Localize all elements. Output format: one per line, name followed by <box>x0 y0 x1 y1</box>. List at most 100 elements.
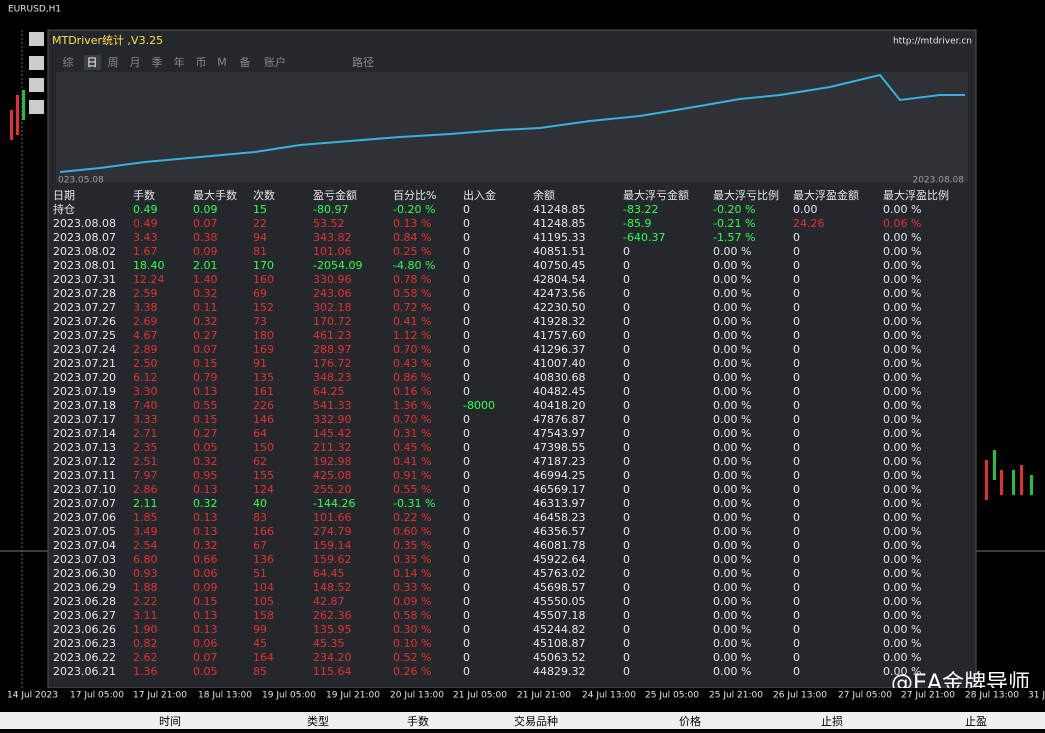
cell: 0 <box>623 427 630 440</box>
cell: 124 <box>253 483 274 496</box>
cell: 0 <box>463 553 470 566</box>
cell: 0.52 % <box>393 651 431 664</box>
column-header: 百分比% <box>393 189 436 202</box>
equity-line <box>59 73 965 173</box>
cell: 41296.37 <box>533 343 586 356</box>
cell: 0 <box>793 511 800 524</box>
tab[interactable]: 备 <box>240 55 251 69</box>
button[interactable] <box>29 78 44 92</box>
cell: 425.08 <box>313 469 352 482</box>
cell: 0 <box>463 301 470 314</box>
cell: 330.96 <box>313 273 352 286</box>
cell: 152 <box>253 301 274 314</box>
button[interactable] <box>29 32 44 46</box>
tab[interactable]: M <box>217 56 227 69</box>
order-column-header: 价格 <box>679 714 701 728</box>
cell: 0 <box>463 483 470 496</box>
cell: 145.42 <box>313 427 352 440</box>
cell: 0 <box>463 539 470 552</box>
tab[interactable]: 综 <box>63 55 74 69</box>
tab[interactable]: 季 <box>152 56 163 69</box>
tab[interactable]: 周 <box>108 56 119 69</box>
cell: 0.00 % <box>713 315 751 328</box>
tab[interactable]: 路径 <box>352 56 374 69</box>
cell: 3.30 <box>133 385 158 398</box>
panel-url[interactable]: http://mtdriver.cn <box>893 37 972 47</box>
cell: -144.26 <box>313 497 355 510</box>
cell: 0 <box>463 525 470 538</box>
cell: 0 <box>463 441 470 454</box>
cell: 0.72 % <box>393 301 431 314</box>
tab[interactable]: 币 <box>196 56 207 69</box>
cell: 0.00 % <box>713 637 751 650</box>
cell: 0 <box>463 581 470 594</box>
cell: 0 <box>623 623 630 636</box>
cell: 45.35 <box>313 637 345 650</box>
cell: 0.09 <box>193 581 218 594</box>
time-label: 26 Jul 13:00 <box>773 691 827 701</box>
cell: 2.35 <box>133 441 158 454</box>
row-date: 2023.06.23 <box>53 637 116 650</box>
cell: 40418.20 <box>533 399 586 412</box>
cell: 0.11 <box>193 301 218 314</box>
cell: -0.21 % <box>713 217 755 230</box>
cell: 47398.55 <box>533 441 586 454</box>
time-label: 27 Jul 21:00 <box>901 691 955 701</box>
cell: 0 <box>793 399 800 412</box>
cell: 0 <box>463 231 470 244</box>
cell: 0 <box>623 357 630 370</box>
cell: 0 <box>793 651 800 664</box>
cell: 0.26 % <box>393 665 431 678</box>
cell: 3.43 <box>133 231 158 244</box>
button[interactable] <box>29 100 44 114</box>
cell: 243.06 <box>313 287 352 300</box>
column-header: 最大浮亏比例 <box>713 188 779 202</box>
cell: 2.01 <box>193 259 218 272</box>
cell: 41007.40 <box>533 357 586 370</box>
cell: 46569.17 <box>533 483 586 496</box>
time-label: 14 Jul 2023 <box>7 691 58 701</box>
cell: 0.00 % <box>883 287 921 300</box>
cell: 0.00 % <box>713 483 751 496</box>
cell: 2.51 <box>133 455 158 468</box>
cell: 0.09 % <box>393 595 431 608</box>
cell: 0 <box>793 497 800 510</box>
cell: 0.38 <box>193 231 218 244</box>
cell: 3.11 <box>133 609 158 622</box>
cell: 0.00 % <box>883 357 921 370</box>
cell: 0 <box>463 665 470 678</box>
tab[interactable]: 月 <box>130 56 141 69</box>
window-title: EURUSD,H1 <box>8 5 61 15</box>
cell: 0.00 % <box>713 609 751 622</box>
row-date: 2023.08.02 <box>53 245 116 258</box>
cell: 0.55 % <box>393 483 431 496</box>
cell: 0.13 <box>193 525 218 538</box>
cell: 0 <box>623 553 630 566</box>
time-label: 21 Jul 21:00 <box>517 691 571 701</box>
cell: 91 <box>253 357 267 370</box>
tab[interactable]: 账户 <box>264 55 286 69</box>
cell: 161 <box>253 385 274 398</box>
side-buttons[interactable] <box>29 32 44 114</box>
cell: 24.26 <box>793 217 825 230</box>
cell: 18.40 <box>133 259 165 272</box>
row-date: 2023.07.07 <box>53 497 116 510</box>
cell: 0.15 <box>193 357 218 370</box>
cell: 64 <box>253 427 267 440</box>
cell: 3.38 <box>133 301 158 314</box>
cell: 0.33 % <box>393 581 431 594</box>
cell: -0.31 % <box>393 497 435 510</box>
row-date: 2023.07.25 <box>53 329 116 342</box>
cell: 0.13 <box>193 609 218 622</box>
cell: 0.00 % <box>883 259 921 272</box>
button[interactable] <box>29 56 44 70</box>
cell: 0.00 <box>793 203 818 216</box>
cell: 0.79 <box>193 371 218 384</box>
cell: 0 <box>793 371 800 384</box>
cell: 226 <box>253 399 274 412</box>
tab[interactable]: 年 <box>174 55 185 69</box>
cell: 0 <box>463 315 470 328</box>
tab[interactable]: 日 <box>87 56 98 69</box>
cell: 7.97 <box>133 469 158 482</box>
cell: 0.32 <box>193 315 218 328</box>
